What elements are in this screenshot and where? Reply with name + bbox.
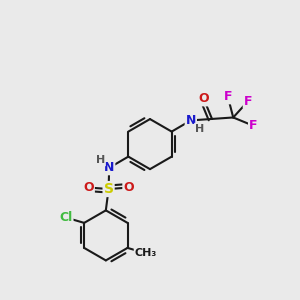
Text: N: N bbox=[104, 161, 114, 174]
Text: H: H bbox=[195, 124, 204, 134]
Text: O: O bbox=[83, 181, 94, 194]
Text: F: F bbox=[249, 119, 257, 132]
Text: H: H bbox=[96, 155, 105, 166]
Text: O: O bbox=[199, 92, 209, 105]
Text: N: N bbox=[186, 114, 196, 127]
Text: O: O bbox=[123, 181, 134, 194]
Text: F: F bbox=[244, 95, 252, 108]
Text: Cl: Cl bbox=[59, 211, 73, 224]
Text: F: F bbox=[224, 90, 232, 104]
Text: CH₃: CH₃ bbox=[135, 248, 157, 258]
Text: S: S bbox=[103, 182, 114, 196]
